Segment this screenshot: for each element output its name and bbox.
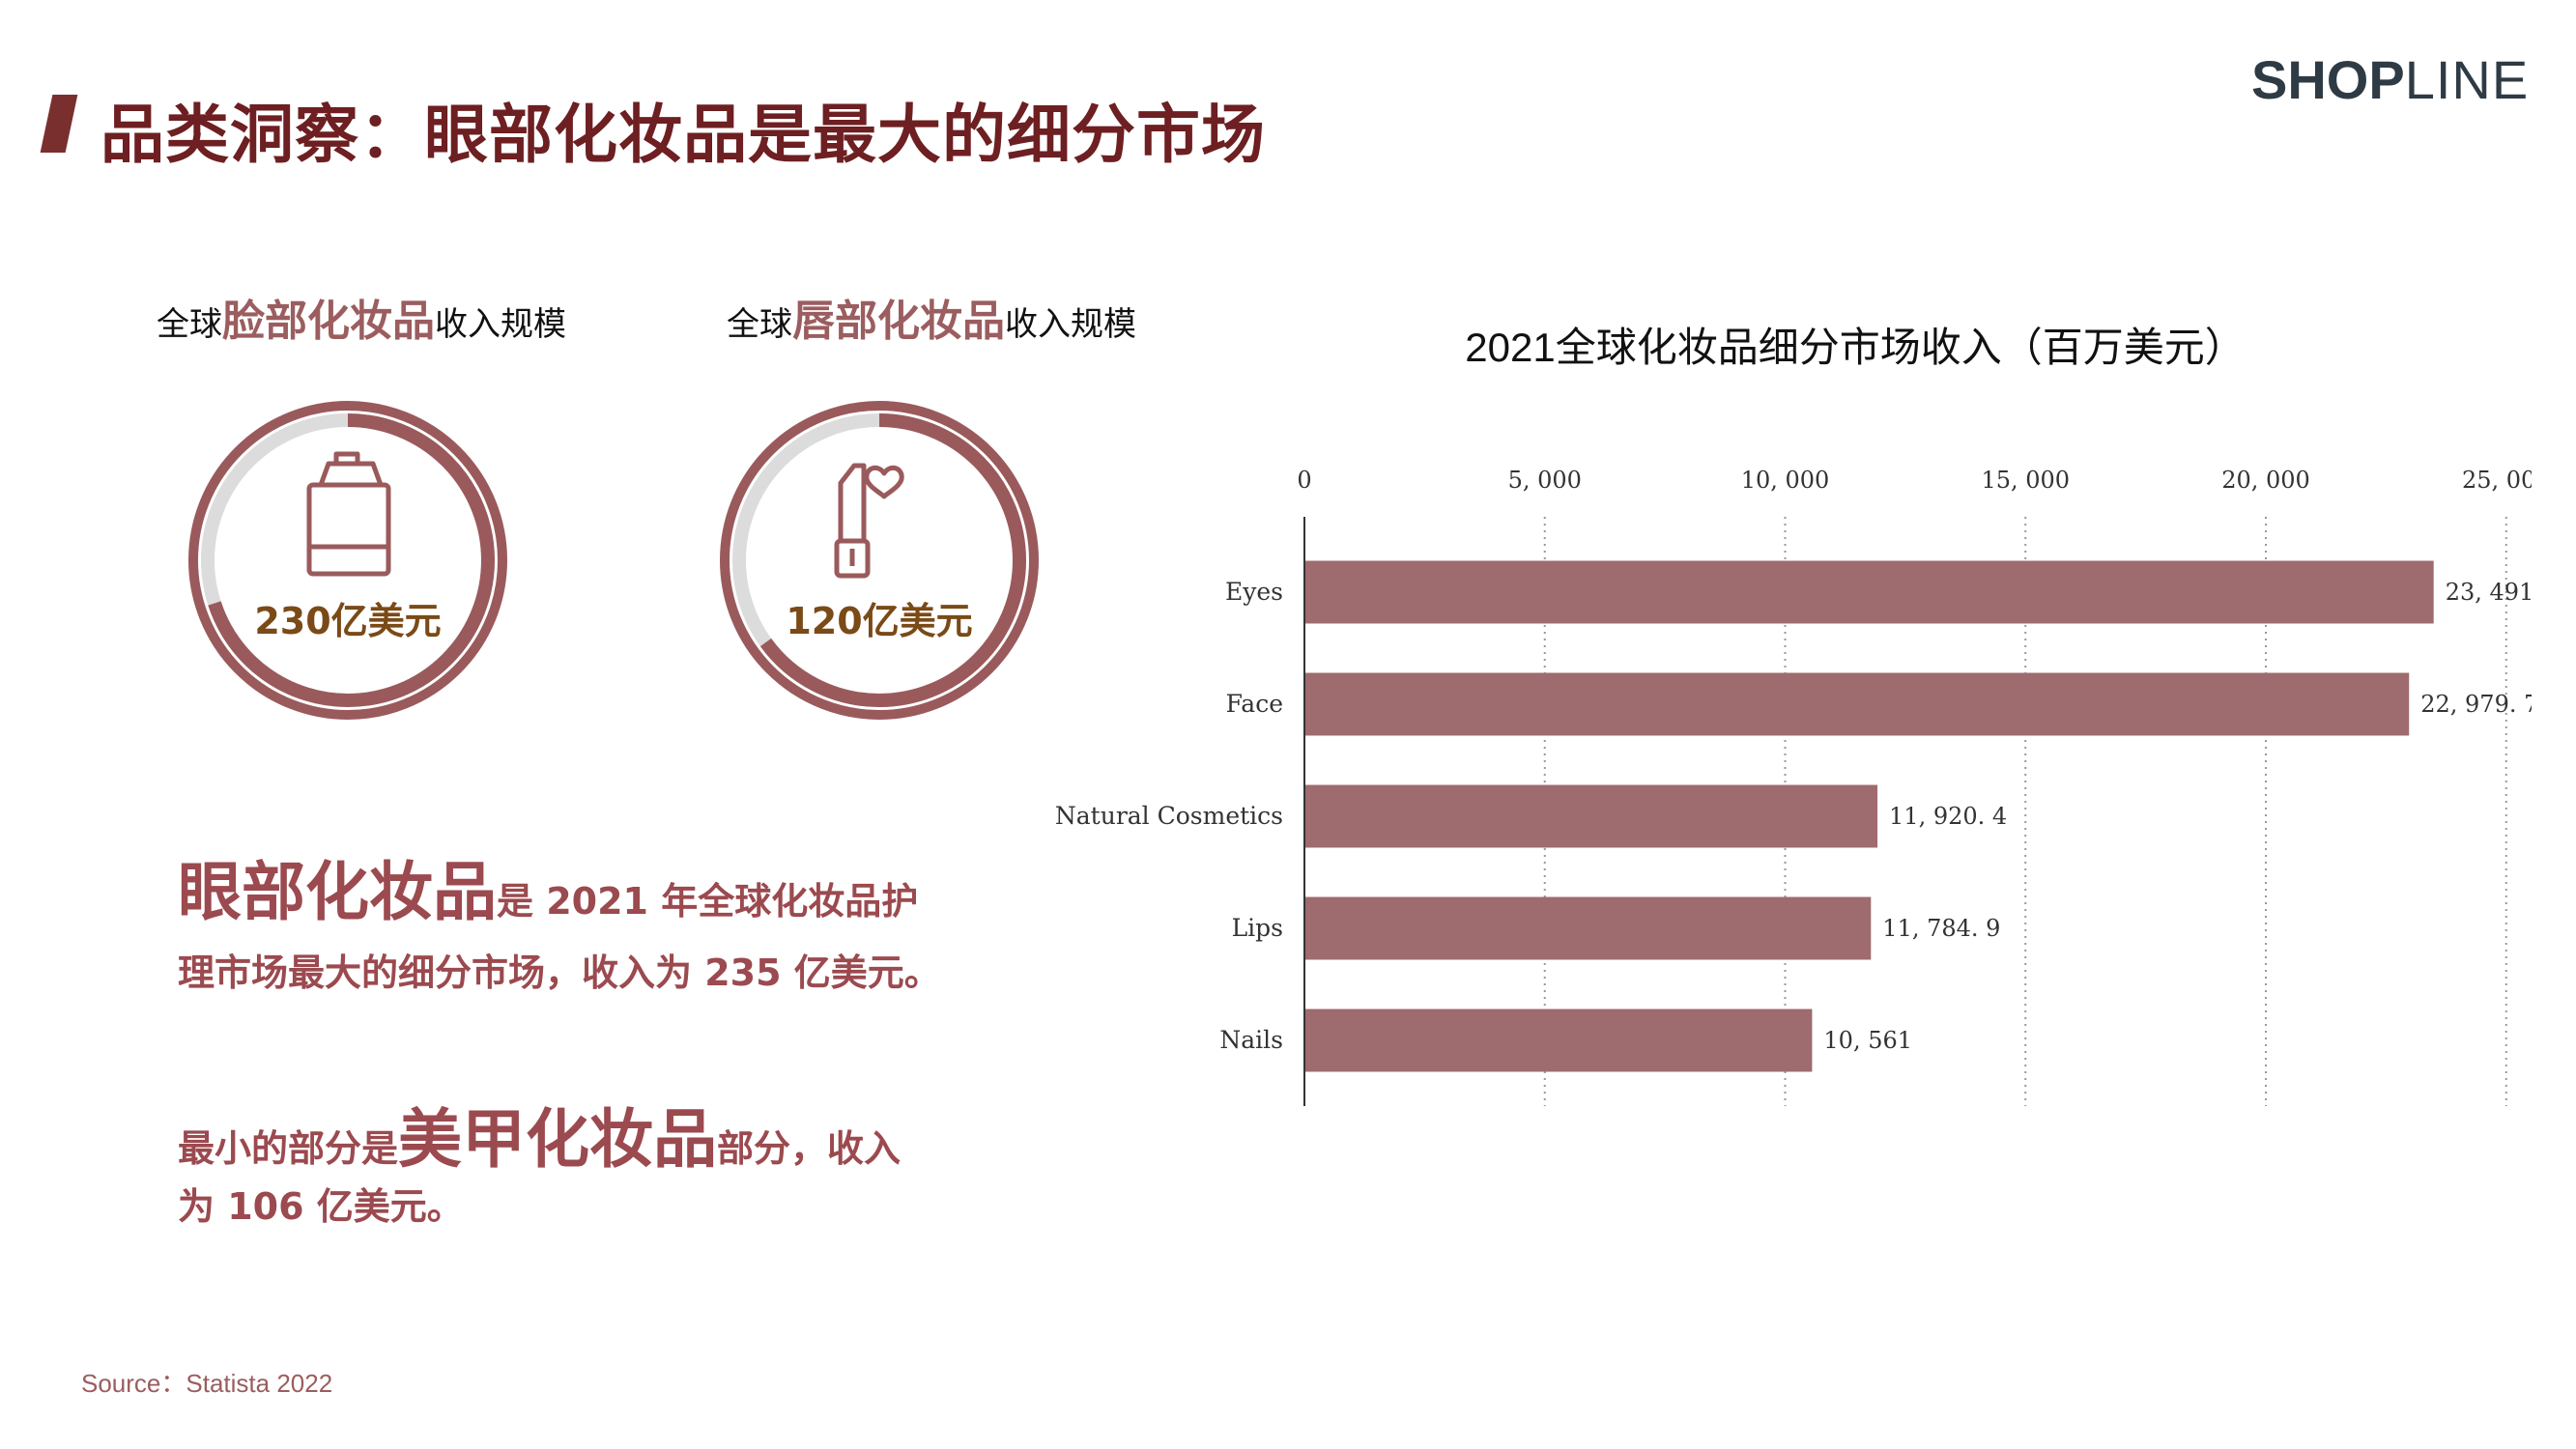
revenue-bar-chart: 2021全球化妆品细分市场收入（百万美元） 0 5, 000 10, 000 15, … <box>1055 325 2532 1106</box>
lip-label-suffix: 收入规模 <box>1005 305 1136 344</box>
x-tick-label: 25, 000 <box>2462 467 2532 494</box>
face-label-prefix: 全球 <box>157 305 222 344</box>
y-category-label: Face <box>1226 690 1283 718</box>
chart-title: 2021全球化妆品细分市场收入（百万美元） <box>1465 325 2245 370</box>
x-tick-label: 20, 000 <box>2221 467 2310 494</box>
bar <box>1304 896 1872 960</box>
x-tick-label: 15, 000 <box>1981 467 2070 494</box>
x-axis-ticks: 0 5, 000 10, 000 15, 000 20, 000 25, 000 <box>1297 467 2532 494</box>
bar <box>1304 672 2410 736</box>
chart-bars <box>1304 560 2434 1072</box>
donut-fill-arc <box>732 413 1026 707</box>
page-title: 品类洞察：眼部化妆品是最大的细分市场 <box>100 98 1266 172</box>
bar <box>1304 560 2434 624</box>
bar-value-label: 11, 920. 4 <box>1889 803 2007 830</box>
summary-line-1-text: 是 2021 年全球化妆品护 <box>497 880 919 923</box>
title-accent-bar <box>40 95 78 153</box>
donut-outer-ring <box>188 401 507 720</box>
logo-text-thin: LINE <box>2404 49 2530 110</box>
source-note: Source：Statista 2022 <box>81 1369 333 1398</box>
x-tick-label: 10, 000 <box>1741 467 1830 494</box>
summary-line-3-text-a: 最小的部分是 <box>178 1127 399 1170</box>
donut-fill-arc <box>201 413 495 707</box>
lip-cosmetics-donut <box>720 401 1039 720</box>
x-tick-label: 5, 000 <box>1508 467 1582 494</box>
summary-nail-highlight: 美甲化妆品 <box>398 1102 718 1177</box>
summary-line-2: 理市场最大的细分市场，收入为 235 亿美元。 <box>178 952 941 994</box>
donut-outer-ring <box>720 401 1039 720</box>
bar-value-label: 22, 979. 7 <box>2420 691 2532 718</box>
summary-line-3: 最小的部分是美甲化妆品部分，收入 <box>178 1088 901 1180</box>
lip-label-prefix: 全球 <box>727 305 792 344</box>
foundation-bottle-icon <box>306 451 391 577</box>
face-label-suffix: 收入规模 <box>435 305 566 344</box>
bar-value-label: 23, 491. 3 <box>2446 579 2532 606</box>
y-category-label: Eyes <box>1225 578 1283 606</box>
y-category-label: Lips <box>1232 914 1283 942</box>
logo-text-mid: OP <box>2326 49 2405 110</box>
lipstick-heart-icon <box>834 463 904 579</box>
summary-line-1: 眼部化妆品是 2021 年全球化妆品护 <box>178 840 918 933</box>
face-label-highlight: 脸部化妆品 <box>222 297 435 346</box>
y-category-label: Natural Cosmetics <box>1055 802 1283 830</box>
summary-line-4: 为 106 亿美元。 <box>178 1185 464 1228</box>
y-axis-labels: Eyes Face Natural Cosmetics Lips Nails <box>1055 578 1283 1054</box>
lip-label-highlight: 唇部化妆品 <box>792 297 1005 346</box>
lip-cosmetics-label: 全球唇部化妆品收入规模 <box>727 286 1136 348</box>
value-labels: 23, 491. 3 22, 979. 7 11, 920. 4 11, 784. 9… <box>1823 579 2532 1054</box>
summary-line-3-text-b: 部分，收入 <box>717 1127 902 1170</box>
bar-value-label: 11, 784. 9 <box>1882 915 2000 942</box>
x-tick-label: 0 <box>1297 467 1311 494</box>
bar-value-label: 10, 561 <box>1823 1027 1912 1054</box>
bar <box>1304 1009 1813 1072</box>
face-cosmetics-donut <box>188 401 507 720</box>
shopline-logo: SHOPLINE <box>2251 48 2529 111</box>
bar <box>1304 784 1878 848</box>
face-cosmetics-value: 230亿美元 <box>254 600 442 642</box>
summary-eye-highlight: 眼部化妆品 <box>178 855 497 929</box>
logo-text-bold: SH <box>2251 49 2327 110</box>
face-cosmetics-label: 全球脸部化妆品收入规模 <box>157 286 566 348</box>
y-category-label: Nails <box>1219 1026 1283 1054</box>
lip-cosmetics-value: 120亿美元 <box>786 600 973 642</box>
